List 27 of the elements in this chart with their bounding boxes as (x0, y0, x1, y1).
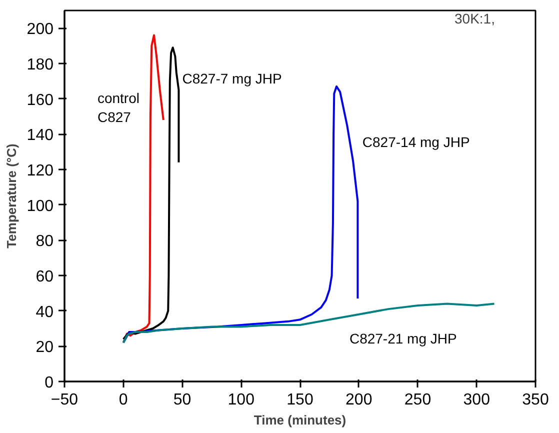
x-tick-label: 250 (404, 392, 432, 408)
y-tick-label: 120 (26, 162, 54, 180)
y-tick-label: 20 (36, 339, 54, 356)
y-tick-label: 140 (26, 127, 54, 144)
series-label: control C827 (97, 90, 140, 126)
y-tick-label: 40 (36, 304, 54, 321)
x-tick-label: 150 (286, 392, 314, 408)
x-tick-label: 0 (118, 392, 128, 408)
y-tick-label: 200 (26, 21, 54, 38)
x-tick-label: 100 (228, 392, 255, 408)
series-label: C827-7 mg JHP (182, 70, 282, 87)
annotation: 30K:1, (454, 10, 495, 26)
x-tick-label: 50 (173, 392, 192, 408)
y-tick-label: 0 (44, 374, 54, 392)
y-axis-title: Temperature (°C) (4, 144, 19, 248)
x-axis-title: Time (minutes) (254, 412, 346, 428)
y-tick-label: 180 (26, 56, 54, 74)
y-tick-label: 80 (36, 233, 54, 250)
x-tick-label: 350 (522, 392, 549, 408)
x-tick-label: 300 (463, 392, 490, 408)
y-tick-label: 160 (26, 92, 54, 109)
y-tick-label: 60 (36, 268, 54, 286)
series-label: C827-14 mg JHP (362, 134, 470, 150)
x-tick-label: −50 (50, 392, 78, 408)
y-tick-label: 100 (26, 198, 54, 215)
series-label: C827-21 mg JHP (349, 330, 457, 346)
x-tick-label: 200 (346, 392, 372, 408)
